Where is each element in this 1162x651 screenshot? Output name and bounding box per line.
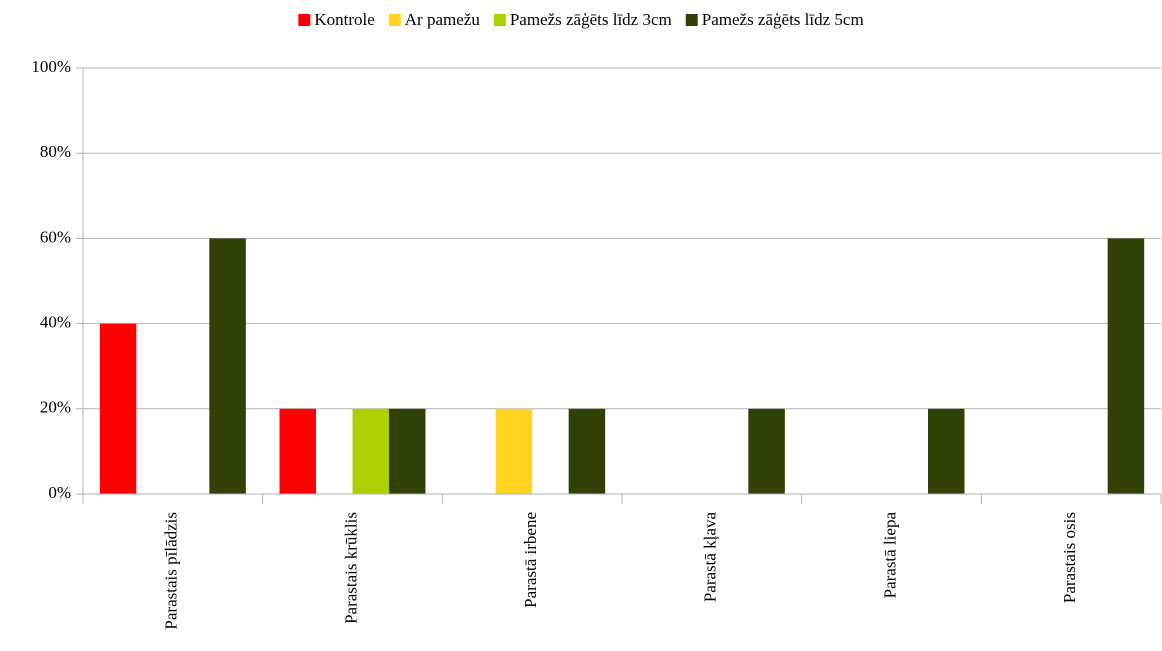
x-tick-label: Parastais krūklis <box>341 512 360 624</box>
y-tick-label: 100% <box>31 57 71 76</box>
legend-label: Pamežs zāģēts līdz 3cm <box>510 10 672 29</box>
legend-label: Pamežs zāģēts līdz 5cm <box>702 10 864 29</box>
bar <box>495 408 533 494</box>
bar <box>279 408 316 494</box>
y-tick-label: 20% <box>40 398 71 417</box>
legend-swatch <box>685 14 698 26</box>
x-tick-label: Parastā irbene <box>521 512 540 608</box>
bar <box>209 238 246 494</box>
y-tick-label: 40% <box>40 313 71 332</box>
x-tick-label: Parastais pīlādzis <box>162 512 181 630</box>
x-tick-label: Parastā kļava <box>701 512 720 603</box>
bar <box>99 323 137 494</box>
legend-label: Ar pamežu <box>405 10 481 29</box>
legend-swatch <box>298 14 311 26</box>
x-tick-label: Parastā liepa <box>880 512 899 599</box>
bar <box>389 408 426 494</box>
legend-swatch <box>388 14 401 26</box>
bar <box>1107 238 1145 494</box>
x-tick-label: Parastais osis <box>1060 512 1079 603</box>
bar <box>748 408 785 494</box>
bar <box>568 408 606 494</box>
bar <box>928 408 965 494</box>
y-tick-label: 0% <box>48 483 71 502</box>
y-tick-label: 80% <box>40 142 71 161</box>
legend-swatch <box>493 14 506 26</box>
legend-label: Kontrole <box>314 10 374 29</box>
y-tick-label: 60% <box>40 227 71 246</box>
bar <box>352 408 389 494</box>
